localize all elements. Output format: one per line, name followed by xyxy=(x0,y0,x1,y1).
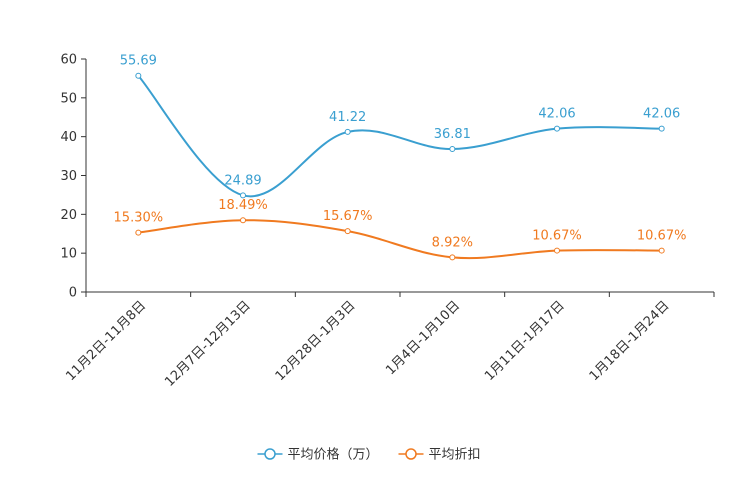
x-tick-label: 12月7日-12月13日 xyxy=(162,298,254,390)
legend-marker-icon xyxy=(405,448,417,460)
y-tick-label: 30 xyxy=(60,169,77,184)
data-label: 8.92% xyxy=(432,235,473,250)
data-point[interactable] xyxy=(135,229,142,236)
data-point[interactable] xyxy=(135,72,142,79)
data-label: 10.67% xyxy=(532,229,582,244)
data-point[interactable] xyxy=(658,247,665,254)
legend-label: 平均折扣 xyxy=(429,448,481,463)
data-label: 41.22 xyxy=(329,110,366,125)
data-point[interactable] xyxy=(554,247,560,254)
data-point[interactable] xyxy=(449,254,456,261)
legend-item-0[interactable]: 平均价格（万） xyxy=(257,447,379,463)
legend-item-1[interactable]: 平均折扣 xyxy=(398,448,481,463)
x-tick-label: 1月18日-1月24日 xyxy=(587,298,673,384)
data-point[interactable] xyxy=(554,125,560,132)
data-label: 10.67% xyxy=(637,229,687,244)
legend[interactable]: 平均价格（万） 平均折扣 xyxy=(257,447,481,463)
series-layer xyxy=(135,72,665,261)
y-tick-label: 40 xyxy=(60,130,77,145)
legend-label: 平均价格（万） xyxy=(288,447,379,463)
data-labels-layer: 55.69 24.89 41.22 36.81 42.06 42.06 15.30% 18.4… xyxy=(114,54,687,251)
y-tick-label: 60 xyxy=(60,53,77,68)
x-tick-label: 11月2日-11月8日 xyxy=(63,298,149,384)
series-line-0 xyxy=(137,75,662,198)
data-label: 24.89 xyxy=(224,173,261,188)
y-tick-label: 0 xyxy=(69,286,77,301)
y-tick-label: 20 xyxy=(60,208,77,223)
legend-marker-icon xyxy=(264,448,276,460)
data-point[interactable] xyxy=(240,217,246,224)
x-tick-label: 1月4日-1月10日 xyxy=(383,298,463,378)
x-tick-label: 1月11日-1月17日 xyxy=(482,298,568,384)
data-label: 15.30% xyxy=(114,211,164,226)
data-point[interactable] xyxy=(449,146,456,153)
data-point[interactable] xyxy=(658,125,665,132)
data-label: 42.06 xyxy=(538,107,575,122)
y-tick-label: 10 xyxy=(60,247,77,262)
data-point[interactable] xyxy=(344,228,351,235)
data-label: 18.49% xyxy=(218,198,268,213)
data-label: 15.67% xyxy=(323,209,373,224)
y-tick-label: 50 xyxy=(60,91,77,106)
data-label: 36.81 xyxy=(434,127,471,142)
data-label: 42.06 xyxy=(643,107,680,122)
data-point[interactable] xyxy=(240,192,246,199)
data-point[interactable] xyxy=(344,128,351,135)
series-line-1 xyxy=(138,219,662,260)
data-label: 55.69 xyxy=(120,54,157,69)
x-tick-label: 12月28日-1月3日 xyxy=(273,298,359,384)
